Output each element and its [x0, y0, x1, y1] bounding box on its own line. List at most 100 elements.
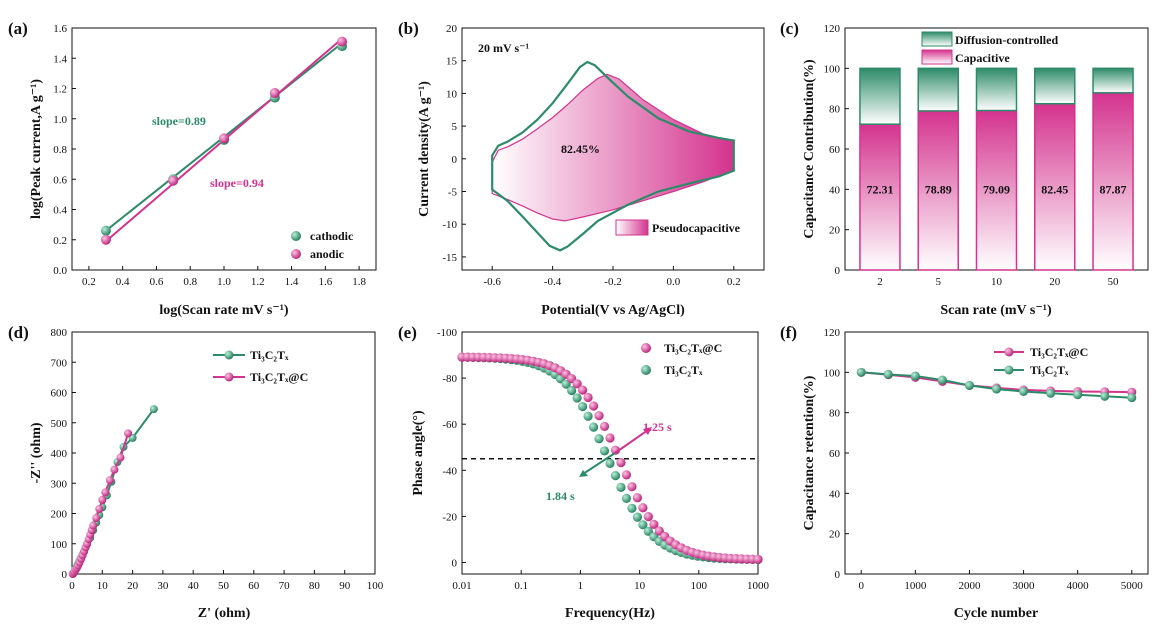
x-tick-label: -0.4 — [544, 276, 562, 288]
y-tick-label: 5 — [452, 121, 458, 133]
bode-point — [599, 446, 610, 456]
bode-point — [627, 482, 637, 492]
y-tick-label: 60 — [829, 448, 841, 460]
bode-point — [588, 401, 599, 411]
bode-point — [638, 520, 648, 530]
bode-point — [632, 512, 643, 522]
retention-point — [1100, 391, 1110, 401]
panel-label-a: (a) — [8, 19, 28, 38]
x-tick-label: 3000 — [1013, 580, 1036, 592]
arrow-pink — [614, 429, 649, 454]
legend-label-diffusion: Diffusion-controlled — [955, 33, 1058, 47]
x-tick-label: 20 — [1049, 276, 1061, 288]
y-tick-label: 400 — [51, 448, 68, 460]
legend-marker-ti3c2tx-c — [224, 372, 234, 382]
y-tick-label: 15 — [446, 56, 458, 68]
panel-label-b: (b) — [398, 19, 419, 38]
axis-ticks-a: 0.2 0.4 0.6 0.8 1.0 1.2 1.4 1.6 1.8 0.0 0.2 0.4 0.6 0… — [53, 23, 366, 288]
plot-frame-f — [844, 331, 1149, 575]
bar-data-label: 79.09 — [983, 182, 1010, 196]
bode-point — [577, 401, 588, 412]
y-tick-label: -60 — [442, 419, 457, 431]
x-tick-label: 0.2 — [727, 276, 741, 288]
bars-c: 72.31 78.89 79.09 82.45 87.87 — [859, 67, 1134, 271]
bode-point — [583, 392, 593, 403]
x-tick-label: 1 — [578, 580, 584, 592]
retention-point — [964, 380, 974, 390]
bar-data-label: 72.31 — [866, 182, 893, 196]
nyquist-point — [105, 476, 114, 485]
x-tick-label: 4000 — [1067, 580, 1090, 592]
x-tick-label: 1000 — [747, 580, 770, 592]
y-tick-label: 200 — [51, 509, 68, 521]
nyquist-point — [92, 514, 101, 523]
nyquist-point — [124, 429, 133, 438]
y-tick-label: 1.2 — [53, 84, 67, 96]
x-tick-label: 50 — [1108, 276, 1120, 288]
y-axis-label-a: log(Peak current,A g⁻¹) — [29, 79, 44, 219]
y-tick-label: 0 — [835, 569, 841, 581]
bar-capacitive — [917, 110, 959, 271]
nyquist-point — [149, 405, 158, 414]
panel-f: (f) 0 1000 2000 3000 4000 5000 0 20 40 60 80 100 120… — [780, 323, 1149, 621]
retention-point — [1046, 388, 1056, 398]
panel-label-d: (d) — [8, 323, 29, 342]
slope-anodic-annotation: slope=0.94 — [210, 176, 264, 190]
x-tick-label: 70 — [279, 580, 291, 592]
nyquist-point — [116, 453, 125, 462]
bar-capacitive — [1034, 102, 1076, 271]
bode-point — [572, 393, 582, 403]
x-tick-label: 0.4 — [116, 276, 130, 288]
bode-point — [621, 493, 632, 503]
y-tick-label: -40 — [442, 465, 457, 477]
arrowhead-green — [579, 470, 588, 477]
x-tick-label: 5 — [935, 276, 941, 288]
bode-point — [594, 434, 604, 444]
x-tick-label: 1.8 — [352, 276, 366, 288]
legend-label-ti3c2tx: Ti₃C₂Tₓ — [250, 348, 289, 362]
x-tick-label: 0.2 — [82, 276, 96, 288]
y-tick-label: -5 — [448, 187, 458, 199]
y-axis-label-b: Current density(A g⁻¹) — [417, 81, 432, 217]
tau-ti3c2tx-annotation: 1.84 s — [546, 489, 575, 503]
data-point — [219, 133, 229, 144]
x-tick-label: 10 — [634, 580, 646, 592]
y-tick-label: 100 — [824, 367, 841, 379]
bode-point — [753, 554, 763, 564]
scan-rate-annotation: 20 mV s⁻¹ — [478, 41, 529, 55]
y-tick-label: 100 — [824, 63, 841, 75]
slope-cathodic-annotation: slope=0.89 — [152, 114, 206, 128]
nyquist-series — [68, 405, 158, 578]
x-axis-label-c: Scan rate (mV s⁻¹) — [940, 303, 1052, 318]
x-tick-label: 0.0 — [667, 276, 681, 288]
panel-b: (b) -0.6 -0.4 -0.2 0.0 0.2 -15 -10 -5 0 5 10 15 20 2… — [398, 19, 765, 318]
y-tick-label: 1.4 — [53, 53, 67, 65]
bode-series — [457, 352, 763, 565]
y-tick-label: 0 — [62, 569, 68, 581]
legend-marker-f-ti3c2tx-c — [1004, 347, 1014, 357]
retention-point — [992, 384, 1001, 394]
legend-marker-e-ti3c2tx — [641, 365, 651, 375]
y-tick-label: 20 — [829, 529, 841, 541]
x-tick-label: 0 — [69, 580, 75, 592]
y-tick-label: -100 — [437, 327, 458, 339]
bar-diffusion — [1034, 67, 1076, 105]
x-tick-label: 1000 — [904, 580, 927, 592]
x-tick-label: 2000 — [958, 580, 981, 592]
bode-point — [643, 512, 653, 522]
y-tick-label: 80 — [829, 408, 841, 420]
y-tick-label: 120 — [824, 327, 841, 339]
bode-point — [572, 379, 582, 389]
panel-label-f: (f) — [780, 323, 797, 342]
data-points-a — [100, 36, 348, 245]
bode-point — [605, 458, 615, 468]
bar-data-label: 87.87 — [1100, 182, 1127, 196]
legend-marker-f-ti3c2tx — [1004, 365, 1014, 375]
bode-point — [616, 482, 626, 492]
bode-point — [610, 471, 621, 481]
y-tick-label: 120 — [824, 23, 841, 35]
x-tick-label: 1.0 — [217, 276, 231, 288]
nyquist-point — [89, 521, 98, 530]
x-tick-label: 100 — [367, 580, 384, 592]
x-tick-label: 0.8 — [183, 276, 197, 288]
